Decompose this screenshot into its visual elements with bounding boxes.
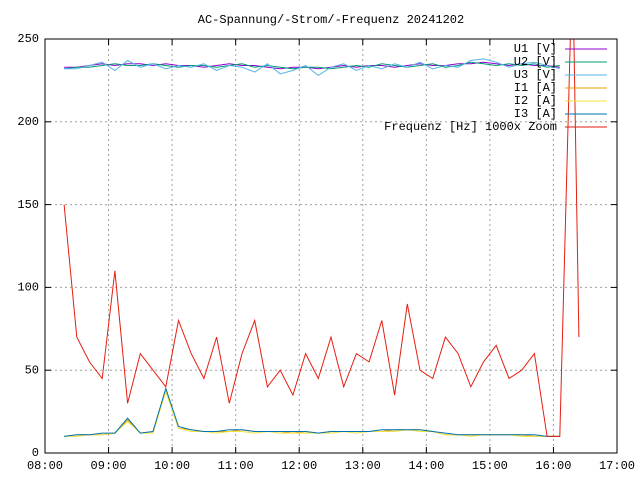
series-line <box>63 39 580 437</box>
legend-label: U1 [V] <box>514 42 557 56</box>
x-tick-label: 11:00 <box>218 459 254 473</box>
series-line <box>64 61 560 70</box>
legend-label: U3 [V] <box>514 68 557 82</box>
series-line <box>64 58 560 77</box>
x-tick-label: 08:00 <box>27 459 63 473</box>
legend-label: U2 [V] <box>514 55 557 69</box>
x-tick-label: 14:00 <box>408 459 444 473</box>
plot-border <box>44 38 618 454</box>
y-tick-label: 250 <box>17 32 39 46</box>
legend-label: Frequenz [Hz] 1000x Zoom <box>384 120 557 134</box>
chart-title: AC-Spannung/-Strom/-Frequenz 20241202 <box>198 13 464 27</box>
plot-area <box>63 39 580 437</box>
x-tick-label: 13:00 <box>345 459 381 473</box>
legend-label: I2 [A] <box>514 94 557 108</box>
legend-label: I1 [A] <box>514 81 557 95</box>
x-tick-label: 17:00 <box>599 459 635 473</box>
y-tick-label: 200 <box>17 115 39 129</box>
y-tick-label: 150 <box>17 198 39 212</box>
y-tick-label: 100 <box>17 281 39 295</box>
x-tick-label: 10:00 <box>154 459 190 473</box>
y-tick-label: 0 <box>32 446 39 460</box>
x-tick-label: 12:00 <box>281 459 317 473</box>
series-line <box>64 386 560 437</box>
x-tick-label: 15:00 <box>472 459 508 473</box>
y-tick-label: 50 <box>25 363 39 377</box>
x-tick-label: 09:00 <box>91 459 127 473</box>
x-tick-label: 16:00 <box>535 459 571 473</box>
series-line <box>64 390 560 437</box>
legend-label: I3 [A] <box>514 107 557 121</box>
